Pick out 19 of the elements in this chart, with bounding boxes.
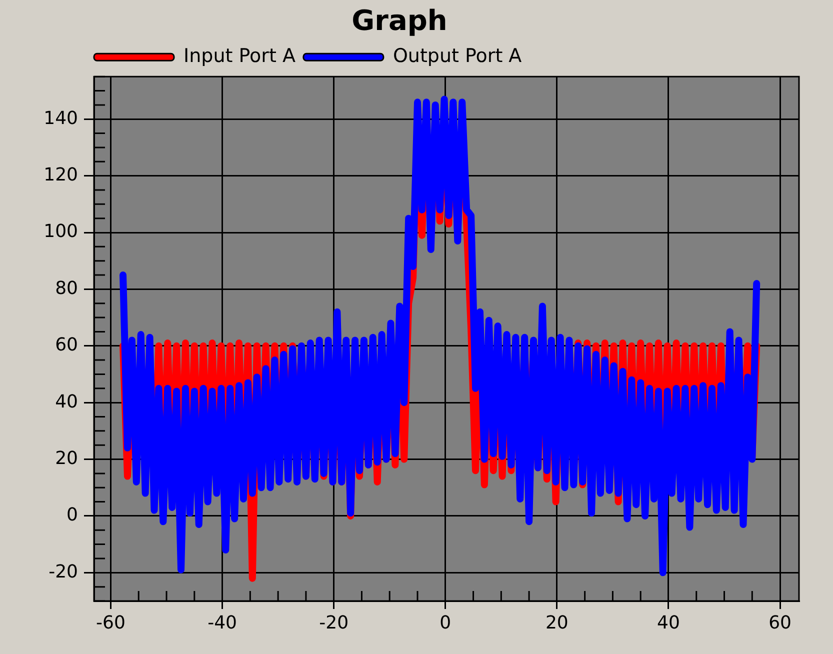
legend-label: Input Port A xyxy=(184,45,296,68)
x-tick-label: 40 xyxy=(657,612,680,634)
x-tick-label: -20 xyxy=(319,612,349,634)
y-tick-label: -20 xyxy=(48,561,78,582)
y-tick-label: 100 xyxy=(44,221,78,242)
y-tick-label: 120 xyxy=(44,164,78,186)
y-tick-label: 80 xyxy=(55,278,78,299)
x-tick-label: 60 xyxy=(768,612,792,634)
x-tick-label: 0 xyxy=(440,612,452,634)
y-tick-label: 140 xyxy=(44,108,78,129)
x-tick-label: -60 xyxy=(96,612,126,634)
y-tick-label: 40 xyxy=(55,391,78,412)
y-tick-label: 60 xyxy=(55,334,78,356)
chart-title: Graph xyxy=(352,4,448,38)
legend-label: Output Port A xyxy=(392,45,522,68)
y-tick-label: 0 xyxy=(66,504,78,526)
x-tick-label: -40 xyxy=(208,612,237,634)
x-tick-label: 20 xyxy=(545,612,568,634)
y-tick-label: 20 xyxy=(55,448,78,469)
